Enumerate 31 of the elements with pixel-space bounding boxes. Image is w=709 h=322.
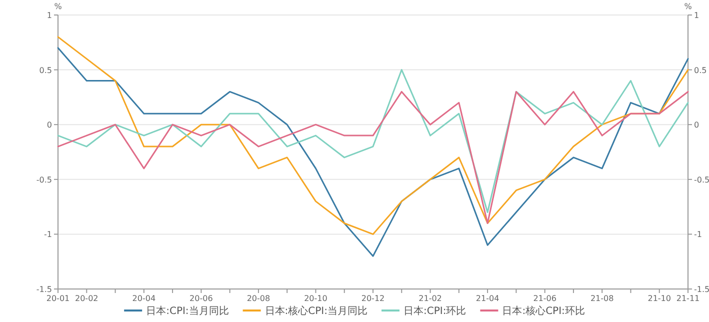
y-tick-label: 0 <box>46 120 52 130</box>
x-tick-label: 20-08 <box>246 294 270 303</box>
x-tick-label: 20-12 <box>361 294 385 303</box>
x-tick-label: 20-10 <box>304 294 328 303</box>
y-tick-label: 1 <box>46 11 52 20</box>
x-tick-label: 21-04 <box>476 294 500 303</box>
legend-label: 日本:核心CPI:当月同比 <box>264 305 368 317</box>
x-tick-label: 21-02 <box>418 294 442 303</box>
y2-axis-title: % <box>684 2 692 11</box>
x-tick-label: 20-01 <box>46 294 70 303</box>
y-tick-label: -1.5 <box>36 285 52 294</box>
x-tick-label: 20-02 <box>75 294 98 303</box>
y2-tick-label: 0.5 <box>694 66 707 75</box>
legend-label: 日本:CPI:环比 <box>404 305 466 317</box>
y-axis-title: % <box>54 2 62 11</box>
x-tick-label: 21-10 <box>648 294 671 303</box>
x-tick-label: 21-11 <box>676 294 700 303</box>
y2-tick-label: -0.5 <box>694 175 709 184</box>
legend-label: 日本:CPI:当月同比 <box>146 305 229 317</box>
legend-label: 日本:核心CPI:环比 <box>502 305 585 317</box>
y-tick-label: 0.5 <box>39 66 52 75</box>
x-tick-label: 21-06 <box>533 294 556 303</box>
y-tick-label: -1 <box>44 230 52 240</box>
y2-tick-label: 1 <box>694 11 700 20</box>
x-tick-label: 20-06 <box>190 294 213 303</box>
y-tick-label: -0.5 <box>36 175 52 184</box>
x-tick-label: 20-04 <box>132 294 156 303</box>
y2-tick-label: -1.5 <box>694 285 709 294</box>
x-tick-label: 21-08 <box>590 294 614 303</box>
y2-tick-label: 0 <box>694 120 700 130</box>
y2-tick-label: -1 <box>694 230 702 240</box>
